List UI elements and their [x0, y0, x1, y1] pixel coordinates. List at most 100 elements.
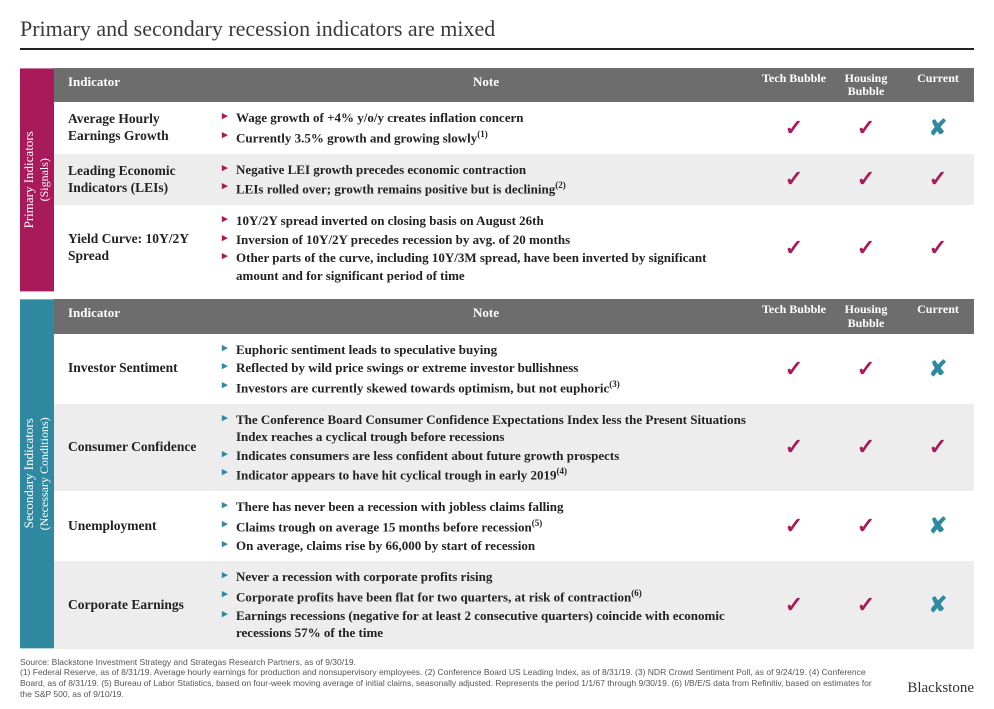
- check-icon: ✓: [785, 115, 803, 140]
- check-icon: ✓: [857, 115, 875, 140]
- check-icon: ✓: [857, 166, 875, 191]
- check-icon: ✓: [857, 235, 875, 260]
- check-icon: ✓: [785, 235, 803, 260]
- indicator-notes: Euphoric sentiment leads to speculative …: [214, 334, 758, 404]
- primary-rows: Average Hourly Earnings Growth Wage growt…: [54, 102, 974, 291]
- cross-icon: ✘: [929, 356, 947, 381]
- cross-icon: ✘: [929, 592, 947, 617]
- hdr-current: Current: [902, 299, 974, 333]
- note-bullet: Reflected by wild price swings or extrem…: [222, 359, 750, 377]
- housing-mark: ✓: [830, 236, 902, 260]
- note-bullet: There has never been a recession with jo…: [222, 498, 750, 516]
- table-row: Investor Sentiment Euphoric sentiment lea…: [54, 334, 974, 404]
- table-row: Unemployment There has never been a reces…: [54, 491, 974, 561]
- secondary-group: Secondary Indicators (Necessary Conditio…: [20, 299, 974, 648]
- current-mark: ✓: [902, 435, 974, 459]
- table-row: Average Hourly Earnings Growth Wage growt…: [54, 102, 974, 153]
- indicator-notes: Negative LEI growth precedes economic co…: [214, 154, 758, 205]
- check-icon: ✓: [785, 592, 803, 617]
- tech-mark: ✓: [758, 435, 830, 459]
- tech-mark: ✓: [758, 167, 830, 191]
- indicator-name: Leading Economic Indicators (LEIs): [54, 155, 214, 205]
- secondary-sidebar: Secondary Indicators (Necessary Conditio…: [20, 299, 54, 648]
- housing-mark: ✓: [830, 593, 902, 617]
- hdr-indicator: Indicator: [54, 68, 214, 102]
- housing-mark: ✓: [830, 167, 902, 191]
- tech-mark: ✓: [758, 593, 830, 617]
- table-row: Consumer ConfidenceThe Conference Board …: [54, 404, 974, 492]
- current-mark: ✘: [902, 514, 974, 538]
- indicator-name: Yield Curve: 10Y/2Y Spread: [54, 223, 214, 273]
- check-icon: ✓: [857, 356, 875, 381]
- primary-header-row: Indicator Note Tech Bubble Housing Bubbl…: [54, 68, 974, 102]
- primary-sidebar-sub: (Signals): [37, 158, 51, 201]
- check-icon: ✓: [857, 513, 875, 538]
- indicator-notes: The Conference Board Consumer Confidence…: [214, 404, 758, 492]
- indicator-name: Corporate Earnings: [54, 589, 214, 622]
- secondary-sidebar-main: Secondary Indicators: [21, 419, 36, 529]
- title-rule: [20, 48, 974, 50]
- primary-group: Primary Indicators (Signals) Indicator N…: [20, 68, 974, 291]
- housing-mark: ✓: [830, 357, 902, 381]
- indicator-name: Investor Sentiment: [54, 352, 214, 385]
- tech-mark: ✓: [758, 357, 830, 381]
- hdr-note: Note: [214, 299, 758, 333]
- table-row: Yield Curve: 10Y/2Y Spread 10Y/2Y spread …: [54, 205, 974, 291]
- indicator-name: Average Hourly Earnings Growth: [54, 103, 214, 153]
- housing-mark: ✓: [830, 116, 902, 140]
- note-bullet: Wage growth of +4% y/o/y creates inflati…: [222, 109, 750, 127]
- current-mark: ✘: [902, 116, 974, 140]
- brand-logo: Blackstone: [907, 679, 974, 698]
- indicator-name: Unemployment: [54, 510, 214, 543]
- primary-table: Indicator Note Tech Bubble Housing Bubbl…: [54, 68, 974, 291]
- tech-mark: ✓: [758, 116, 830, 140]
- note-bullet: Euphoric sentiment leads to speculative …: [222, 341, 750, 359]
- note-bullet: Never a recession with corporate profits…: [222, 568, 750, 586]
- note-bullet: Negative LEI growth precedes economic co…: [222, 161, 750, 179]
- hdr-indicator: Indicator: [54, 299, 214, 333]
- secondary-sidebar-sub: (Necessary Conditions): [37, 418, 51, 531]
- check-icon: ✓: [929, 235, 947, 260]
- current-mark: ✘: [902, 357, 974, 381]
- footer: Source: Blackstone Investment Strategy a…: [20, 657, 974, 700]
- hdr-housing: Housing Bubble: [830, 299, 902, 333]
- note-bullet: Inversion of 10Y/2Y precedes recession b…: [222, 231, 750, 249]
- indicator-notes: Wage growth of +4% y/o/y creates inflati…: [214, 102, 758, 153]
- check-icon: ✓: [929, 434, 947, 459]
- current-mark: ✓: [902, 236, 974, 260]
- indicator-name: Consumer Confidence: [54, 431, 214, 464]
- hdr-tech: Tech Bubble: [758, 68, 830, 102]
- table-row: Corporate Earnings Never a recession with…: [54, 561, 974, 649]
- tech-mark: ✓: [758, 514, 830, 538]
- hdr-current: Current: [902, 68, 974, 102]
- note-bullet: On average, claims rise by 66,000 by sta…: [222, 537, 750, 555]
- housing-mark: ✓: [830, 435, 902, 459]
- note-bullet: Claims trough on average 15 months befor…: [222, 517, 750, 536]
- tech-mark: ✓: [758, 236, 830, 260]
- note-bullet: The Conference Board Consumer Confidence…: [222, 411, 750, 446]
- note-bullet: Other parts of the curve, including 10Y/…: [222, 249, 750, 284]
- note-bullet: 10Y/2Y spread inverted on closing basis …: [222, 212, 750, 230]
- check-icon: ✓: [785, 356, 803, 381]
- primary-sidebar-main: Primary Indicators: [21, 131, 36, 228]
- note-bullet: Indicator appears to have hit cyclical t…: [222, 465, 750, 484]
- secondary-table: Indicator Note Tech Bubble Housing Bubbl…: [54, 299, 974, 648]
- hdr-note: Note: [214, 68, 758, 102]
- check-icon: ✓: [857, 592, 875, 617]
- current-mark: ✓: [902, 167, 974, 191]
- current-mark: ✘: [902, 593, 974, 617]
- check-icon: ✓: [785, 513, 803, 538]
- housing-mark: ✓: [830, 514, 902, 538]
- footer-notes: (1) Federal Reserve, as of 8/31/19. Aver…: [20, 667, 880, 699]
- indicator-notes: 10Y/2Y spread inverted on closing basis …: [214, 205, 758, 291]
- page-title: Primary and secondary recession indicato…: [20, 16, 974, 42]
- note-bullet: Corporate profits have been flat for two…: [222, 587, 750, 606]
- note-bullet: Currently 3.5% growth and growing slowly…: [222, 128, 750, 147]
- check-icon: ✓: [785, 434, 803, 459]
- cross-icon: ✘: [929, 115, 947, 140]
- check-icon: ✓: [857, 434, 875, 459]
- check-icon: ✓: [785, 166, 803, 191]
- note-bullet: Indicates consumers are less confident a…: [222, 447, 750, 465]
- footer-source: Source: Blackstone Investment Strategy a…: [20, 657, 974, 668]
- hdr-housing: Housing Bubble: [830, 68, 902, 102]
